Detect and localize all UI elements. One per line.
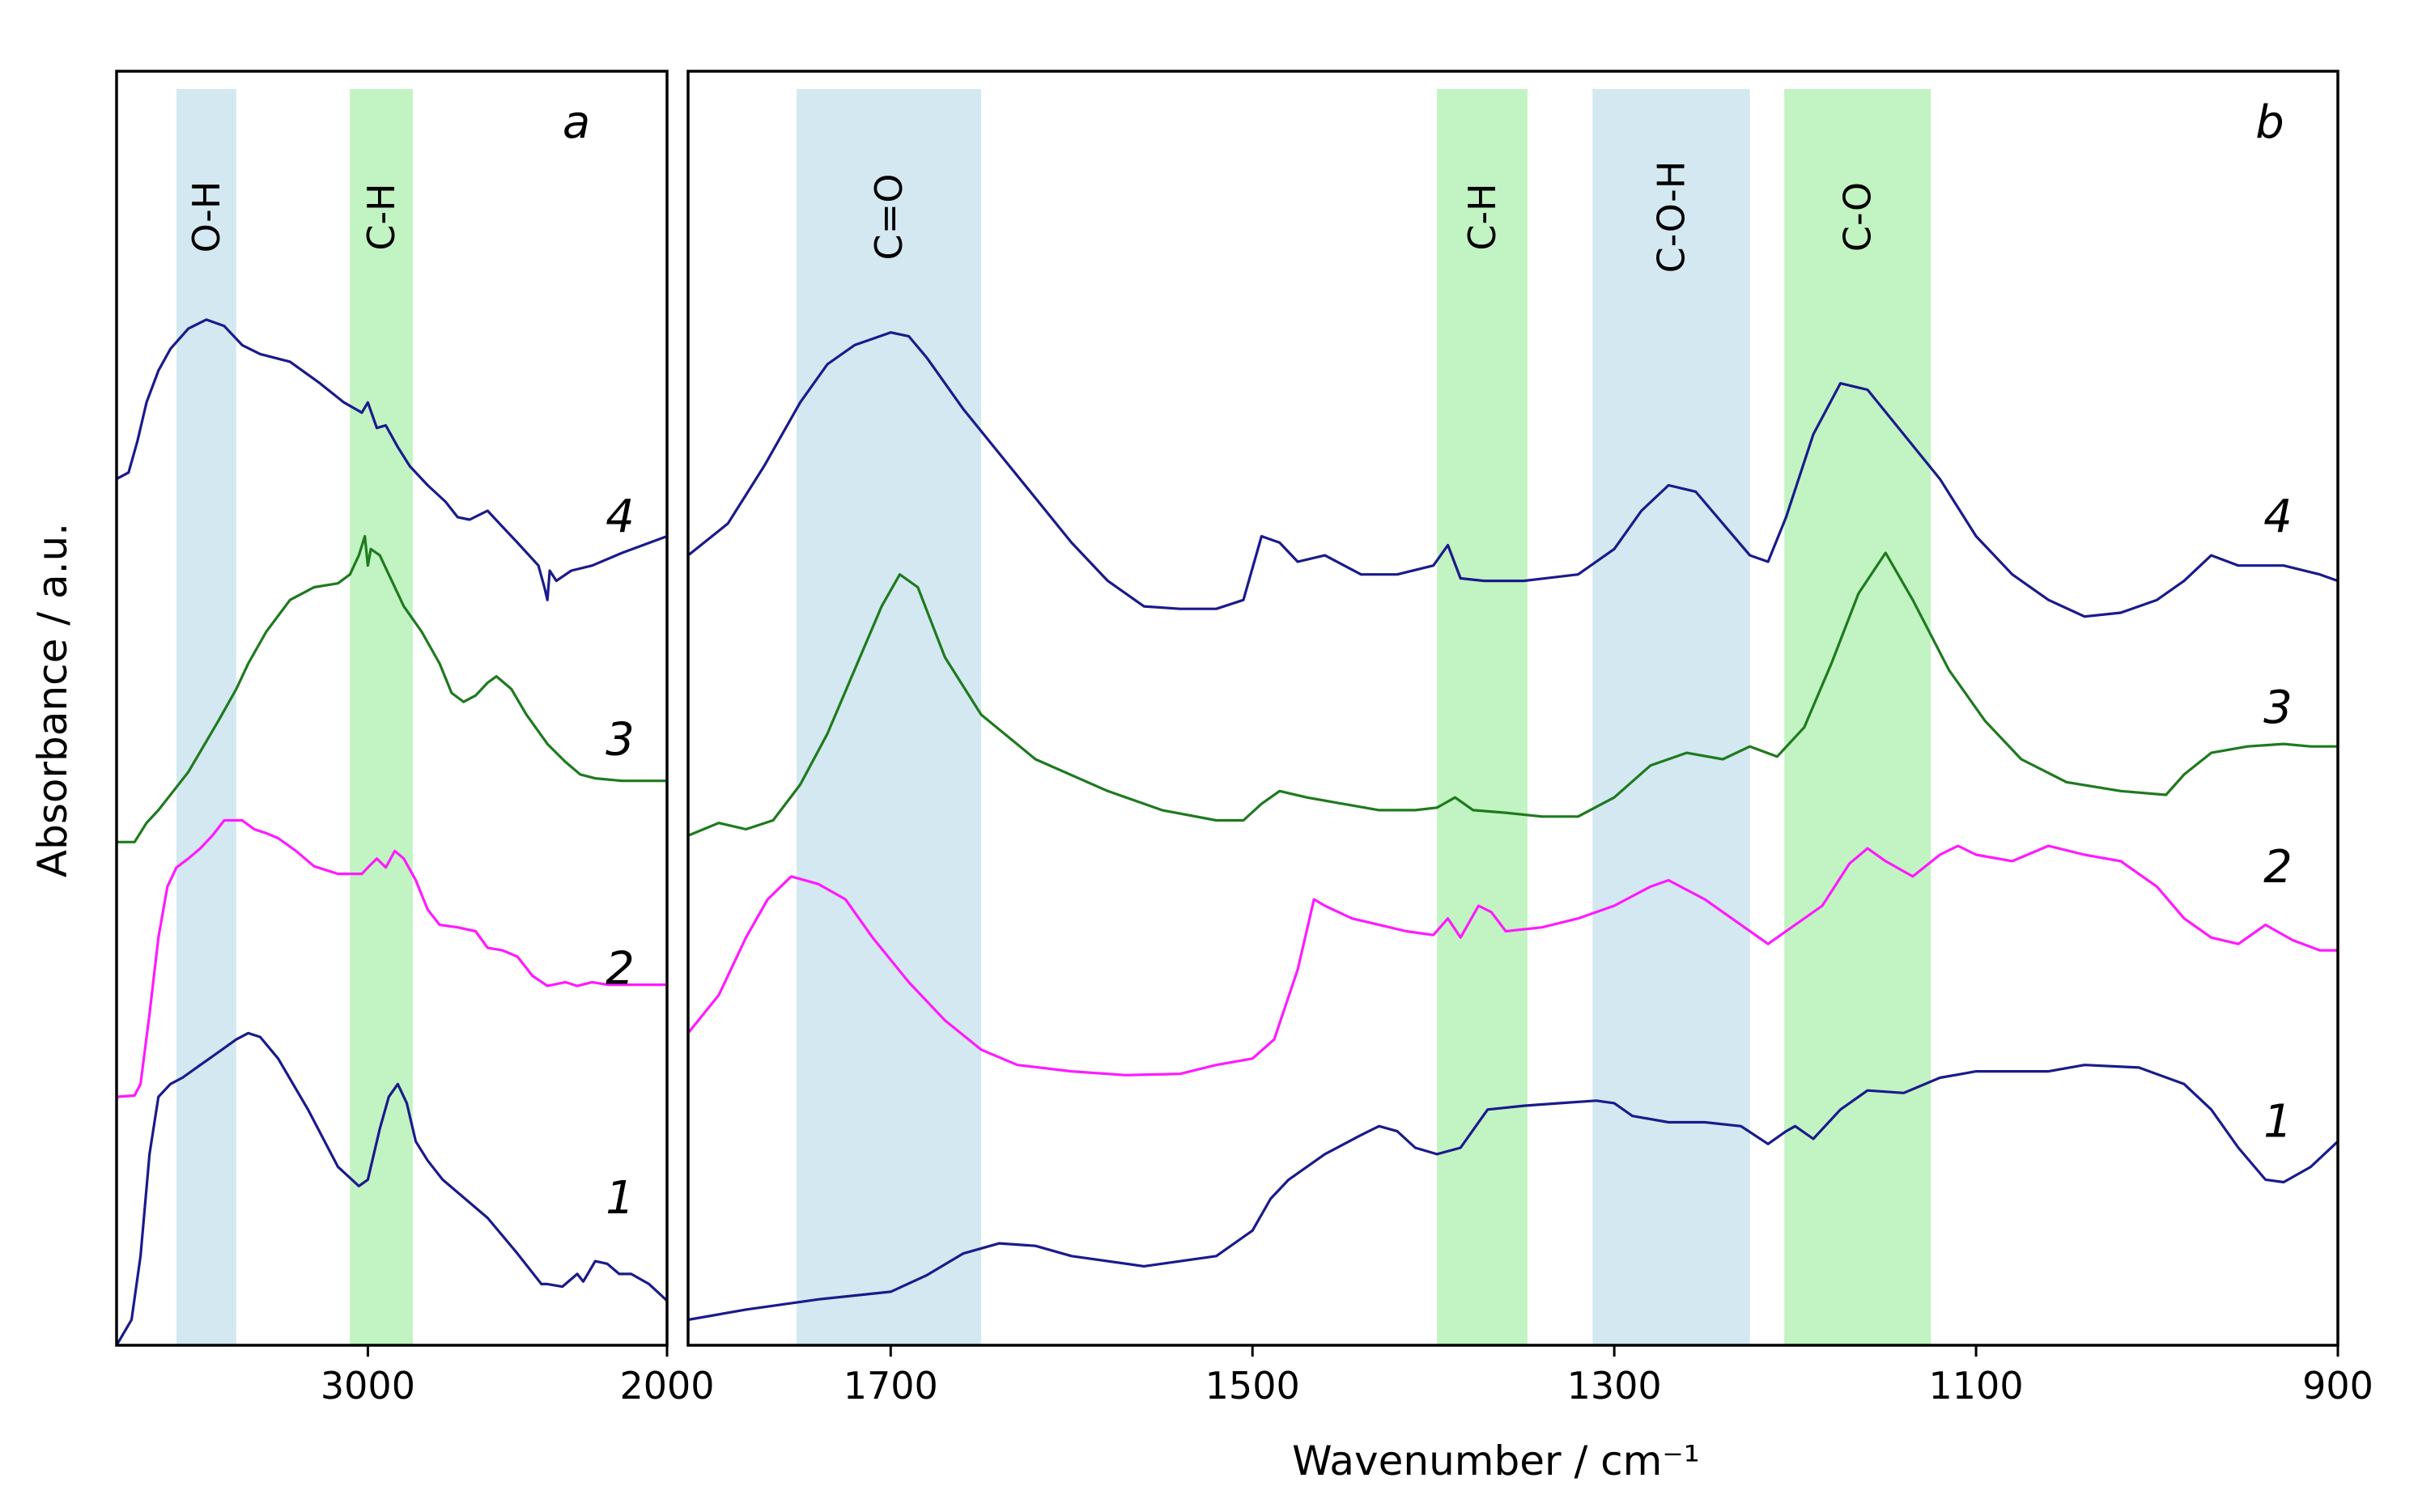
band-b-0 bbox=[797, 89, 982, 1345]
x-tick-label-b-1: 1500 bbox=[1205, 1364, 1300, 1408]
curve-label-a-4: 4 bbox=[606, 491, 635, 543]
curve-label-b-4: 4 bbox=[2263, 491, 2293, 543]
curve-a-1 bbox=[115, 1031, 669, 1346]
x-tick-label-b-0: 1700 bbox=[844, 1364, 938, 1408]
curve-a-2 bbox=[116, 818, 667, 1098]
curve-layer bbox=[115, 318, 2339, 1346]
curve-label-b-3: 3 bbox=[2263, 682, 2293, 734]
y-axis-label: Absorbance / a.u. bbox=[29, 523, 76, 877]
band-a-1 bbox=[350, 89, 413, 1345]
tick-layer bbox=[366, 1345, 2339, 1357]
band-b-3 bbox=[1784, 89, 1931, 1345]
curve-a-3 bbox=[117, 534, 667, 843]
band-label-b-3: C-O bbox=[1836, 182, 1880, 252]
band-label-a-0: O-H bbox=[185, 181, 228, 253]
band-label-a-1: C-H bbox=[359, 183, 403, 250]
band-label-b-2: C-O-H bbox=[1650, 161, 1693, 274]
curve-b-4 bbox=[687, 331, 2339, 618]
x-tick-label-a-0: 3000 bbox=[321, 1364, 415, 1408]
curve-b-2 bbox=[686, 844, 2338, 1077]
curve-a-4 bbox=[116, 318, 668, 601]
curve-label-a-1: 1 bbox=[606, 1172, 635, 1225]
x-tick-label-a-1: 2000 bbox=[619, 1364, 714, 1408]
x-axis-label: Wavenumber / cm⁻¹ bbox=[1292, 1438, 1700, 1484]
x-tick-label-b-4: 900 bbox=[2302, 1364, 2373, 1408]
band-label-b-1: C-H bbox=[1460, 183, 1504, 250]
x-tick-label-b-2: 1300 bbox=[1567, 1364, 1662, 1408]
band-layer bbox=[176, 89, 1931, 1345]
curve-b-3 bbox=[687, 551, 2338, 837]
curve-label-b-1: 1 bbox=[2263, 1096, 2293, 1149]
panel-letter-a: a bbox=[563, 96, 590, 149]
curve-label-b-2: 2 bbox=[2263, 841, 2293, 894]
x-tick-label-b-3: 1100 bbox=[1929, 1364, 2024, 1408]
panel-frame-b bbox=[686, 70, 2339, 1347]
band-a-0 bbox=[176, 89, 236, 1345]
frame-layer bbox=[115, 70, 2339, 1347]
band-b-1 bbox=[1437, 89, 1528, 1345]
curve-b-1 bbox=[687, 1064, 2339, 1322]
panel-frame-a bbox=[115, 70, 669, 1347]
text-layer: O-H C-H 1 2 3 4 a 3000 2000 C=O C-H C-O-H C-O 1 2 3 4 b 17… bbox=[185, 96, 2373, 1408]
band-label-b-0: C=O bbox=[867, 174, 911, 261]
curve-label-a-2: 2 bbox=[606, 943, 635, 996]
curve-label-a-3: 3 bbox=[606, 713, 635, 766]
panel-letter-b: b bbox=[2255, 96, 2284, 149]
band-b-2 bbox=[1592, 89, 1750, 1345]
